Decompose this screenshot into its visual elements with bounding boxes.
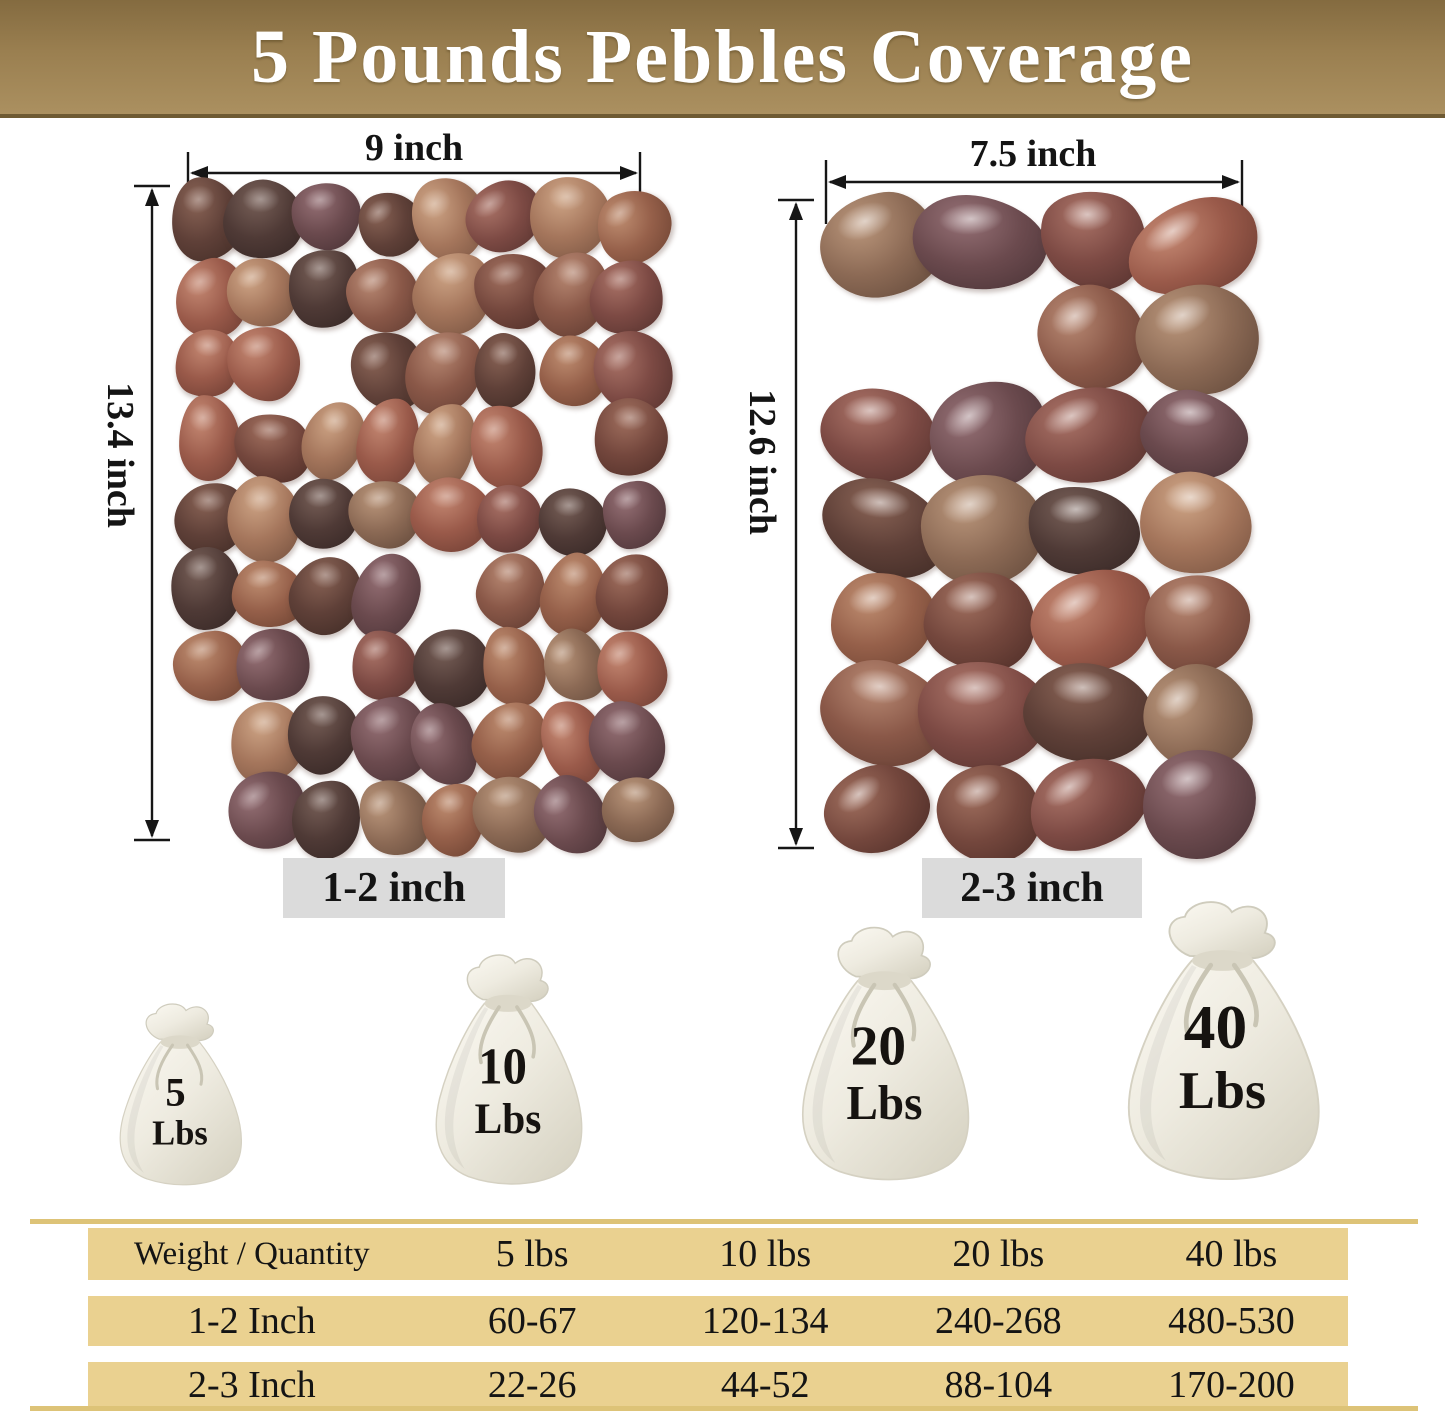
pebble: [920, 473, 1046, 588]
pebble: [811, 378, 943, 491]
table-header-weight-quantity: Weight / Quantity: [133, 1235, 370, 1272]
pebble: [225, 325, 301, 403]
width-dimension-label-left: 9 inch: [364, 127, 464, 169]
pebble: [918, 566, 1040, 677]
pebble: [1017, 741, 1159, 864]
pebble: [593, 550, 672, 634]
cell-value: 240-268: [935, 1300, 1062, 1342]
pebble: [1019, 477, 1147, 585]
pebble: [904, 185, 1056, 303]
pebble: [583, 388, 679, 487]
pebble: [593, 766, 682, 853]
pebble: [1141, 749, 1257, 860]
width-arrow-right: [824, 160, 1244, 224]
weight-bag-40lbs: 40 Lbs: [1105, 896, 1340, 1184]
cell-value: 22-26: [487, 1364, 577, 1406]
bag-weight-number: 5: [165, 1069, 185, 1114]
bag-weight-unit: Lbs: [1179, 1060, 1266, 1119]
table-header-row: Weight / Quantity 5 lbs 10 lbs 20 lbs 40…: [88, 1228, 1348, 1280]
pebble: [353, 395, 423, 488]
table-header-10lbs: 10 lbs: [719, 1233, 812, 1275]
bag-weight-number: 20: [851, 1015, 906, 1078]
cell-value: 44-52: [720, 1364, 810, 1406]
height-arrow-left: [134, 184, 170, 842]
table-row-1-2-inch: 1-2 Inch 60-67 120-134 240-268 480-530: [88, 1296, 1348, 1346]
size-label-2-3-inch: 2-3 inch: [922, 858, 1142, 918]
pebble-photo-2-3-inch: [806, 178, 1272, 869]
table-row-2-3-inch: 2-3 Inch 22-26 44-52 88-104 170-200: [88, 1362, 1348, 1408]
pebble: [531, 482, 614, 564]
pebble-photo-1-2-inch: [164, 167, 685, 867]
pebble: [1129, 278, 1266, 402]
cell-value: 88-104: [944, 1364, 1053, 1406]
size-label-1-2-inch: 1-2 inch: [283, 858, 505, 918]
pebble: [831, 572, 936, 669]
pebble: [287, 179, 364, 254]
pebble: [177, 394, 241, 482]
table-bottom-rule: [30, 1406, 1418, 1411]
row-label: 2-3 Inch: [187, 1364, 316, 1406]
bag-weight-unit: Lbs: [152, 1114, 208, 1152]
cell-value: 60-67: [487, 1300, 577, 1342]
bag-weight-unit: Lbs: [846, 1078, 922, 1131]
weight-bag-20lbs: 20 Lbs: [782, 922, 987, 1184]
pebble: [348, 626, 421, 704]
height-arrow-right: [778, 198, 814, 850]
pebble: [602, 480, 667, 550]
pebble: [811, 749, 942, 869]
cell-value: 170-200: [1168, 1364, 1295, 1406]
cell-value: 480-530: [1168, 1300, 1295, 1342]
bag-weight-number: 40: [1184, 993, 1247, 1062]
table-header-5lbs: 5 lbs: [495, 1233, 569, 1275]
pebble: [468, 545, 553, 635]
weight-bag-5lbs: 5 Lbs: [105, 1000, 255, 1188]
pebble: [465, 327, 544, 416]
bag-weight-number: 10: [478, 1037, 527, 1095]
cell-value: 120-134: [701, 1300, 829, 1342]
table-header-40lbs: 40 lbs: [1185, 1233, 1278, 1275]
pebble: [1130, 462, 1262, 585]
pebble: [933, 761, 1044, 867]
bag-weight-unit: Lbs: [475, 1095, 542, 1143]
title-banner: 5 Pounds Pebbles Coverage: [0, 0, 1445, 118]
page-title: 5 Pounds Pebbles Coverage: [251, 14, 1194, 99]
weight-bag-10lbs: 10 Lbs: [418, 950, 598, 1188]
table-header-20lbs: 20 lbs: [952, 1233, 1045, 1275]
pebble: [224, 618, 320, 712]
row-label: 1-2 Inch: [187, 1300, 316, 1342]
pebble: [471, 479, 548, 558]
table-top-rule: [30, 1219, 1418, 1224]
pebble: [476, 621, 551, 711]
width-dimension-label-right: 7.5 inch: [969, 133, 1097, 175]
pebble: [460, 396, 552, 498]
